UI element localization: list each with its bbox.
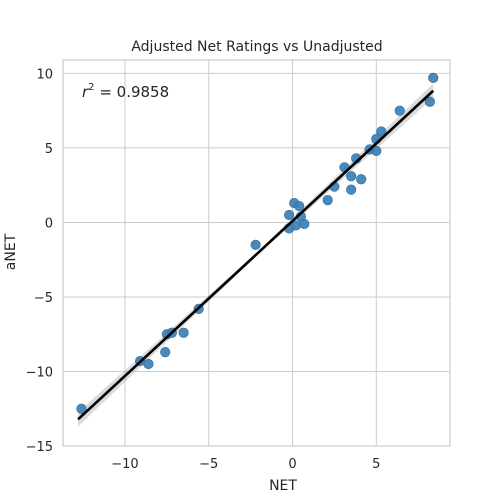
x-tick-label: 5 bbox=[372, 457, 380, 472]
data-point bbox=[356, 174, 367, 185]
y-tick-label: 0 bbox=[45, 216, 53, 231]
data-point bbox=[322, 194, 333, 206]
data-points bbox=[76, 72, 439, 414]
x-tick-label: −10 bbox=[111, 457, 138, 472]
r-squared-value: = 0.9858 bbox=[95, 83, 170, 101]
data-point bbox=[160, 347, 171, 358]
data-point bbox=[299, 218, 310, 230]
y-tick-label: 10 bbox=[36, 67, 53, 82]
data-point bbox=[346, 184, 357, 195]
data-point bbox=[424, 96, 435, 107]
data-point bbox=[76, 403, 87, 414]
plot-frame bbox=[62, 59, 451, 447]
y-axis-ticks: −15 −10 −5 0 5 10 bbox=[26, 67, 53, 455]
y-axis-title: aNET bbox=[3, 233, 19, 270]
data-point bbox=[394, 105, 405, 116]
data-point bbox=[376, 126, 387, 137]
r-superscript: 2 bbox=[88, 82, 94, 93]
data-point bbox=[284, 209, 295, 221]
data-point bbox=[428, 72, 439, 83]
x-axis-ticks: −10 −5 0 5 bbox=[111, 457, 380, 472]
x-axis-title: NET bbox=[269, 478, 297, 494]
data-point bbox=[294, 200, 305, 212]
x-tick-label: −5 bbox=[199, 457, 218, 472]
x-tick-label: 0 bbox=[288, 457, 296, 472]
y-tick-label: −10 bbox=[26, 365, 53, 380]
data-point bbox=[250, 239, 261, 250]
data-point bbox=[143, 358, 154, 370]
regression-line bbox=[77, 89, 435, 421]
y-tick-label: 5 bbox=[45, 142, 53, 157]
y-tick-label: −15 bbox=[26, 440, 53, 455]
r-squared-annotation: r2 = 0.9858 bbox=[82, 82, 169, 101]
regression-line-layer bbox=[77, 89, 435, 421]
data-point bbox=[371, 145, 382, 157]
r-symbol: r bbox=[82, 83, 89, 101]
data-point bbox=[346, 171, 357, 182]
chart-title: Adjusted Net Ratings vs Unadjusted bbox=[131, 39, 382, 55]
y-tick-label: −5 bbox=[34, 291, 53, 306]
data-point bbox=[178, 327, 189, 338]
